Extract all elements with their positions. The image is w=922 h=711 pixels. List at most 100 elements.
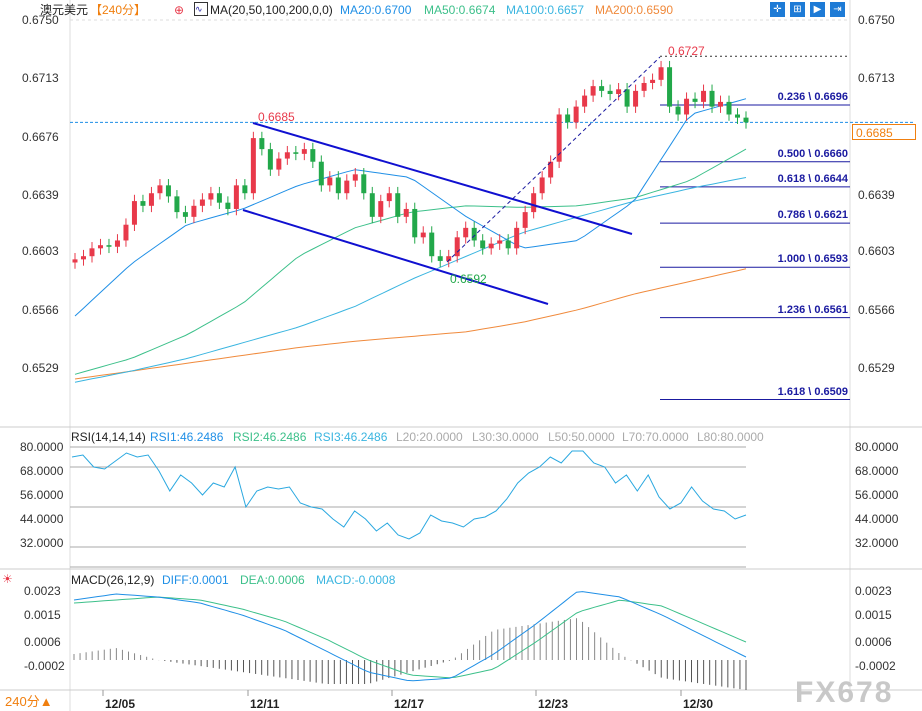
- candle: [607, 90, 613, 95]
- macd-tick-left: -0.0002: [24, 659, 65, 673]
- dea-value: DEA:0.0006: [240, 573, 305, 587]
- candle: [709, 90, 715, 107]
- play-icon[interactable]: ▶: [810, 2, 825, 17]
- rsi-header: RSI(14,14,14): [71, 430, 146, 444]
- candle: [284, 152, 290, 159]
- rsi-tick-left: 32.0000: [20, 536, 64, 550]
- candle: [386, 193, 392, 202]
- symbol-name: 澳元美元: [40, 3, 89, 17]
- candle: [378, 201, 384, 217]
- ma20-line: [74, 98, 747, 317]
- candle: [590, 86, 596, 96]
- l50-value: L50:50.0000: [548, 430, 615, 444]
- candle: [437, 256, 443, 261]
- rsi-tick-left: 80.0000: [20, 440, 64, 454]
- fib-level-label: 0.786 \ 0.6621: [777, 209, 848, 222]
- candle: [131, 201, 137, 225]
- channel-lower-line: [242, 209, 549, 305]
- bar-settings-icon[interactable]: ⊞: [790, 2, 805, 17]
- candle: [157, 185, 163, 194]
- period-label[interactable]: 【240分】: [90, 3, 147, 17]
- candle: [182, 212, 188, 217]
- candle: [650, 79, 656, 83]
- ma100-value: MA100:0.6657: [506, 3, 585, 17]
- crosshair-icon[interactable]: ✛: [770, 2, 785, 17]
- candle: [114, 240, 120, 247]
- price-tick-left: 0.6639: [22, 187, 59, 202]
- candle: [80, 256, 86, 260]
- candle: [412, 208, 418, 238]
- l80-value: L80:80.0000: [697, 430, 764, 444]
- ma50-value: MA50:0.6674: [424, 3, 496, 17]
- candle: [310, 149, 316, 162]
- dea-line: [73, 596, 747, 679]
- date-label: 12/11: [250, 697, 280, 711]
- candle: [488, 243, 494, 249]
- fib-level-label: 0.500 \ 0.6660: [777, 147, 848, 160]
- macd-header: MACD(26,12,9): [71, 573, 155, 587]
- macd-value: MACD:-0.0008: [316, 573, 396, 587]
- candle: [556, 114, 562, 162]
- price-tick-left: 0.6713: [22, 71, 59, 86]
- price-tick-left: 0.6566: [22, 302, 59, 317]
- ma200-value: MA200:0.6590: [595, 3, 674, 17]
- candle: [344, 180, 350, 194]
- period-selector[interactable]: 240分▲: [5, 694, 53, 709]
- candle: [743, 117, 749, 123]
- candle: [259, 138, 265, 150]
- candle: [225, 202, 231, 209]
- candle: [548, 161, 554, 178]
- price-tick-right: 0.6603: [858, 244, 895, 259]
- candle: [675, 106, 681, 115]
- channel-low-label: 0.6592: [450, 272, 487, 286]
- candle: [633, 90, 639, 107]
- candle: [140, 201, 146, 206]
- candle: [318, 161, 324, 186]
- candle: [565, 114, 571, 123]
- diff-value: DIFF:0.0001: [162, 573, 229, 587]
- high-label: 0.6727: [668, 44, 705, 58]
- fib-level-label: 1.618 \ 0.6509: [777, 385, 848, 398]
- macd-tick-right: 0.0006: [855, 635, 892, 649]
- candle: [208, 193, 214, 200]
- candle: [454, 237, 460, 257]
- candle: [616, 89, 622, 95]
- candle: [233, 185, 239, 209]
- candle: [403, 208, 409, 217]
- rsi-tick-left: 68.0000: [20, 464, 64, 478]
- rsi-tick-left: 44.0000: [20, 512, 64, 526]
- candle: [726, 101, 732, 115]
- candle: [327, 177, 333, 186]
- current-price-tag: 0.6685: [852, 124, 916, 140]
- macd-settings-icon[interactable]: ☀: [2, 572, 13, 586]
- candle: [599, 86, 605, 91]
- rsi3-value: RSI3:46.2486: [314, 430, 388, 444]
- channel-upper-line: [252, 122, 633, 235]
- rsi-tick-right: 32.0000: [855, 536, 899, 550]
- candle: [335, 177, 341, 194]
- rsi-tick-right: 44.0000: [855, 512, 899, 526]
- macd-tick-left: 0.0015: [24, 608, 61, 622]
- candle: [539, 177, 545, 194]
- exit-icon[interactable]: ⇥: [830, 2, 845, 17]
- ma100-line: [74, 177, 747, 383]
- candle: [522, 212, 528, 228]
- price-tick-right: 0.6713: [858, 71, 895, 86]
- ma200-line: [74, 268, 747, 380]
- indicator-icon[interactable]: ∿: [194, 2, 208, 16]
- candle: [735, 114, 741, 118]
- candle: [199, 199, 205, 206]
- fib-level-label: 0.618 \ 0.6644: [777, 172, 848, 185]
- candle: [89, 248, 95, 257]
- settings-icon[interactable]: ⊕: [174, 3, 185, 17]
- ma20-value: MA20:0.6700: [340, 3, 412, 17]
- date-label: 12/17: [394, 697, 425, 711]
- candle: [301, 149, 307, 154]
- candle: [531, 193, 537, 213]
- candle: [395, 193, 401, 217]
- candle: [242, 185, 248, 194]
- date-label: 12/23: [538, 697, 569, 711]
- l30-value: L30:30.0000: [472, 430, 539, 444]
- rsi1-value: RSI1:46.2486: [150, 430, 224, 444]
